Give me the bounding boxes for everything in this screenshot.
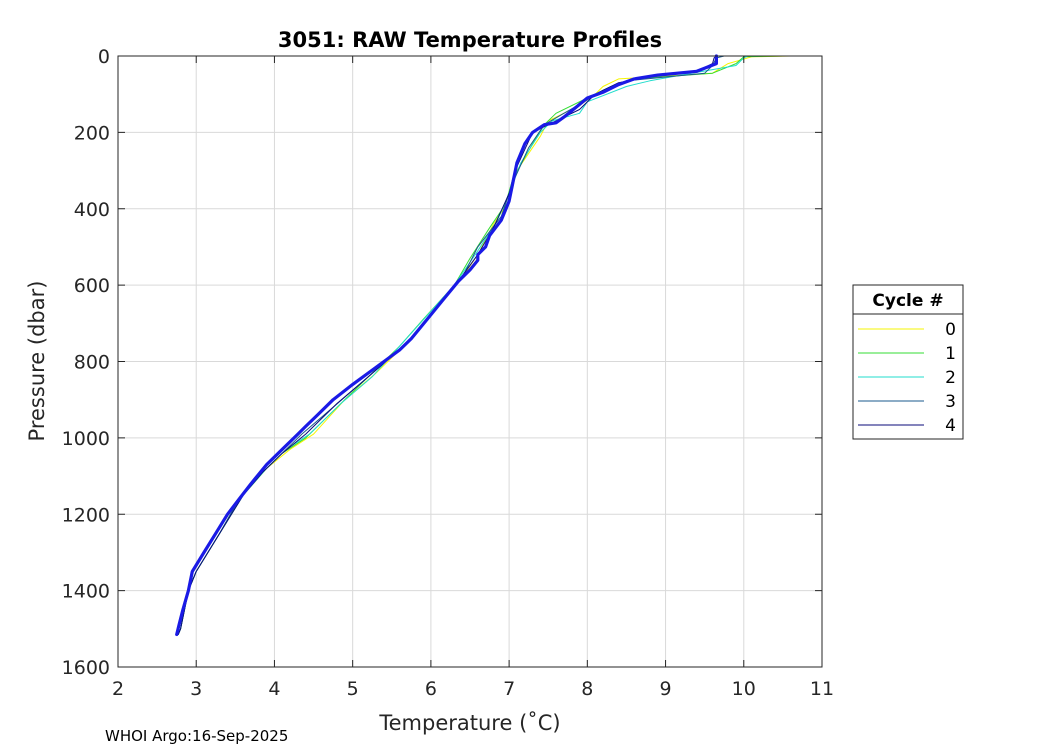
x-tick-label: 5 — [347, 678, 359, 700]
chart-title: 3051: RAW Temperature Profiles — [278, 28, 662, 52]
x-axis-label: Temperature (˚C) — [378, 711, 560, 735]
x-tick-label: 4 — [268, 678, 280, 700]
plot-series — [175, 54, 792, 637]
y-tick-label: 600 — [74, 275, 110, 297]
y-tick-label: 0 — [98, 46, 110, 68]
x-tick-label: 3 — [190, 678, 202, 700]
x-tick-label: 2 — [112, 678, 124, 700]
y-tick-label: 1600 — [62, 657, 110, 679]
legend-label-cycle-3: 3 — [945, 392, 956, 412]
y-tick-label: 800 — [74, 352, 110, 374]
x-tick-label: 6 — [425, 678, 437, 700]
x-tick-label: 11 — [810, 678, 834, 700]
x-tick-labels: 2 3 4 5 6 7 8 9 10 11 — [112, 678, 834, 700]
y-tick-label: 1400 — [62, 581, 110, 603]
y-tick-label: 1000 — [62, 428, 110, 450]
legend-label-cycle-0: 0 — [945, 320, 956, 340]
footer-note: WHOI Argo:16-Sep-2025 — [105, 727, 288, 745]
axis-ticks — [117, 55, 823, 668]
x-tick-label: 10 — [732, 678, 756, 700]
x-tick-label: 7 — [503, 678, 515, 700]
y-tick-label: 400 — [74, 199, 110, 221]
legend: Cycle # 0 1 2 3 4 — [852, 284, 964, 440]
grid-lines — [118, 56, 822, 667]
series-line-latest — [175, 54, 719, 637]
legend-title: Cycle # — [872, 291, 943, 311]
y-axis-label: Pressure (dbar) — [25, 281, 49, 442]
x-tick-label: 8 — [581, 678, 593, 700]
legend-label-cycle-4: 4 — [945, 416, 956, 436]
legend-label-cycle-2: 2 — [945, 368, 956, 388]
legend-box — [852, 284, 964, 440]
x-tick-label: 9 — [660, 678, 672, 700]
legend-label-cycle-1: 1 — [945, 344, 956, 364]
legend-entries: 0 1 2 3 4 — [858, 320, 956, 436]
y-tick-label: 1200 — [62, 504, 110, 526]
y-tick-label: 200 — [74, 122, 110, 144]
y-tick-labels: 0 200 400 600 800 1000 1200 1400 1600 — [62, 46, 110, 679]
